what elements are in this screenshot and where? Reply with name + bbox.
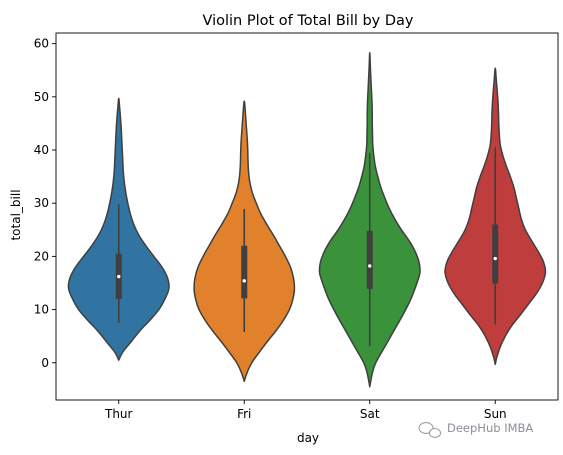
y-tick-label: 60 <box>34 37 49 51</box>
y-axis-ticks: 0 10 20 30 40 50 60 <box>34 37 56 370</box>
x-tick-label-fri: Fri <box>237 407 251 421</box>
violin-sat <box>318 51 421 388</box>
y-tick-label: 30 <box>34 196 49 210</box>
watermark: DeepHub IMBA <box>418 421 533 438</box>
y-tick-label: 0 <box>41 356 49 370</box>
x-tick-label-sun: Sun <box>484 407 507 421</box>
x-axis-label: day <box>297 431 319 445</box>
violins-group <box>67 51 547 388</box>
x-tick-label-sat: Sat <box>360 407 380 421</box>
y-tick-label: 50 <box>34 90 49 104</box>
median-dot-sun <box>493 256 497 261</box>
violin-sun <box>444 67 547 366</box>
watermark-text: DeepHub IMBA <box>447 421 533 435</box>
violin-thur <box>67 97 170 361</box>
x-axis-ticks: Thur Fri Sat Sun <box>104 400 507 421</box>
median-dot-thur <box>117 274 121 279</box>
y-tick-label: 40 <box>34 143 49 157</box>
median-dot-fri <box>242 279 246 283</box>
wechat-icon <box>418 422 442 438</box>
y-axis-label: total_bill <box>9 189 23 240</box>
chart-title: Violin Plot of Total Bill by Day <box>202 13 413 29</box>
y-tick-label: 20 <box>34 249 49 263</box>
y-tick-label: 10 <box>34 303 49 317</box>
violin-fri <box>193 100 296 383</box>
median-dot-sat <box>368 264 372 268</box>
plot-frame <box>55 32 559 401</box>
x-tick-label-thur: Thur <box>104 407 133 421</box>
